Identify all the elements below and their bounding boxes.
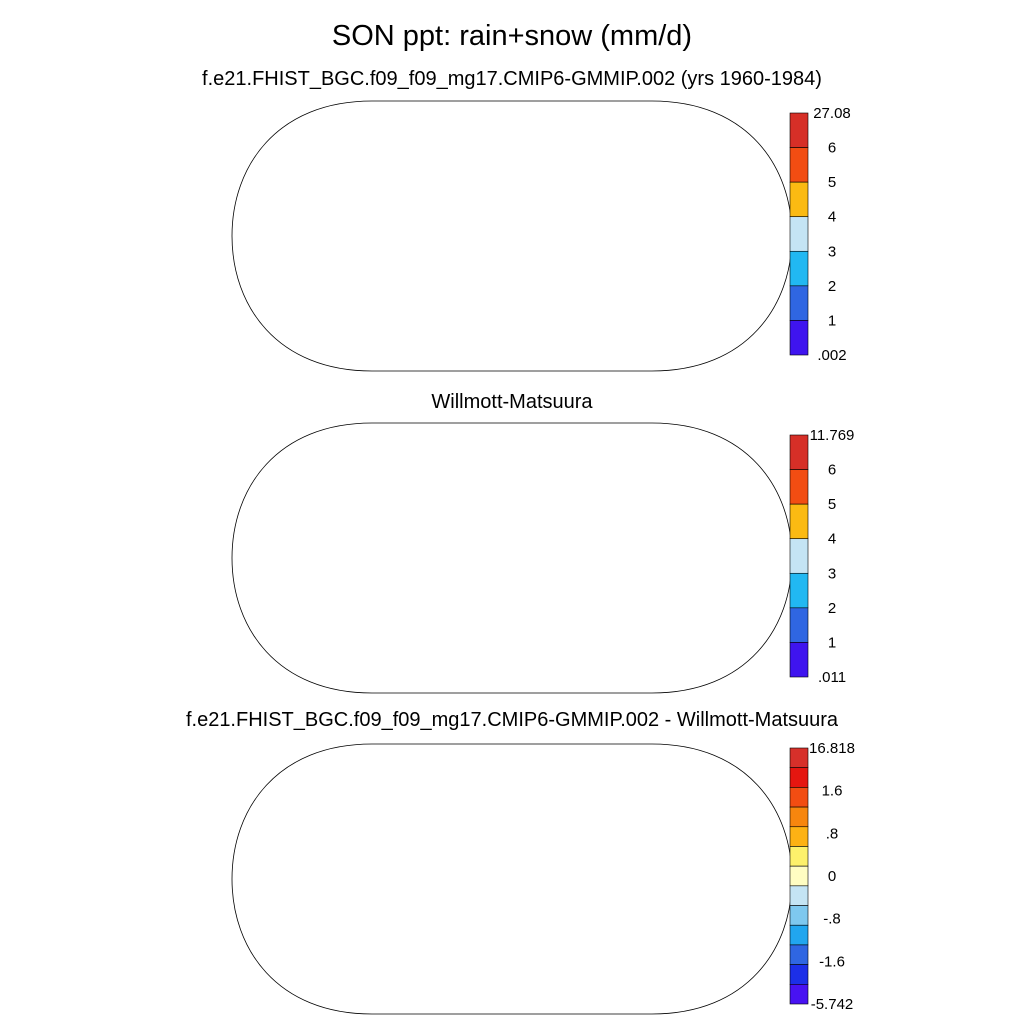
colorbar-label: 11.769 bbox=[810, 427, 855, 444]
colorbar-segment bbox=[789, 320, 809, 356]
colorbar-label: -1.6 bbox=[819, 953, 845, 970]
colorbar-label: 0 bbox=[828, 868, 836, 885]
colorbar-segment bbox=[789, 885, 809, 906]
colorbar-label: -.8 bbox=[823, 911, 841, 928]
colorbar-segment bbox=[789, 469, 809, 505]
colorbar-label: 16.818 bbox=[809, 740, 855, 757]
map-border bbox=[231, 422, 793, 694]
colorbar-label: 2 bbox=[828, 600, 836, 617]
ocean-background bbox=[232, 423, 792, 693]
panel-3-map bbox=[231, 743, 793, 1015]
colorbar-segment bbox=[789, 607, 809, 643]
colorbar-segment bbox=[789, 642, 809, 678]
colorbar-label: 6 bbox=[828, 140, 836, 157]
colorbar-label: 3 bbox=[828, 243, 836, 260]
colorbar-segment bbox=[789, 250, 809, 287]
colorbar-segment bbox=[789, 434, 809, 470]
ocean-background bbox=[232, 101, 792, 371]
colorbar-segment bbox=[789, 826, 809, 847]
colorbar-segment bbox=[789, 846, 809, 867]
panel-1-map bbox=[231, 100, 793, 372]
panel-2-title: Willmott-Matsuura bbox=[431, 391, 593, 413]
colorbar-label: 4 bbox=[828, 209, 836, 226]
colorbar-segment bbox=[789, 767, 809, 788]
colorbar-label: 1 bbox=[828, 634, 836, 651]
colorbar-segment bbox=[789, 572, 809, 609]
colorbar-label: 2 bbox=[828, 278, 836, 295]
panel-2-colorbar: 11.769 6 5 4 3 2 1 .011 bbox=[789, 427, 855, 686]
colorbar-label: .002 bbox=[817, 347, 846, 364]
colorbar-segment bbox=[789, 865, 809, 887]
colorbar-label: .011 bbox=[818, 669, 846, 686]
map-border bbox=[231, 100, 793, 372]
ocean-background bbox=[232, 744, 792, 1014]
map-border bbox=[231, 743, 793, 1015]
colorbar-label: 3 bbox=[828, 565, 836, 582]
colorbar-segment bbox=[789, 503, 809, 540]
panel-3-colorbar: 16.818 1.6 .8 0 -.8 -1.6 -5.742 bbox=[789, 740, 855, 1013]
colorbar-label: 1 bbox=[828, 312, 836, 329]
colorbar-segment bbox=[789, 806, 809, 828]
colorbar-segment bbox=[789, 147, 809, 183]
panel-1-title: f.e21.FHIST_BGC.f09_f09_mg17.CMIP6-GMMIP… bbox=[202, 68, 822, 90]
colorbar-segment bbox=[789, 112, 809, 148]
colorbar-segment bbox=[789, 285, 809, 321]
colorbar-segment bbox=[789, 538, 809, 574]
panel-3-title: f.e21.FHIST_BGC.f09_f09_mg17.CMIP6-GMMIP… bbox=[185, 709, 839, 731]
colorbar-segment bbox=[789, 944, 809, 965]
colorbar-segment bbox=[789, 964, 809, 985]
colorbar-label: 1.6 bbox=[822, 783, 843, 800]
panel-1-colorbar: 27.08 6 5 4 3 2 1 .002 bbox=[789, 105, 851, 364]
colorbar-segment bbox=[789, 216, 809, 252]
colorbar-label: 27.08 bbox=[813, 105, 851, 122]
colorbar-segment bbox=[789, 984, 809, 1005]
colorbar-label: 6 bbox=[828, 462, 836, 479]
colorbar-segment bbox=[789, 905, 809, 926]
colorbar-label: .8 bbox=[826, 825, 839, 842]
colorbar-label: -5.742 bbox=[811, 996, 854, 1013]
figure-title: SON ppt: rain+snow (mm/d) bbox=[331, 20, 693, 52]
colorbar-label: 5 bbox=[828, 174, 836, 191]
colorbar-segment bbox=[789, 787, 809, 808]
colorbar-label: 4 bbox=[828, 531, 836, 548]
colorbar-segment bbox=[789, 924, 809, 946]
colorbar-label: 5 bbox=[828, 496, 836, 513]
panel-2-map bbox=[231, 422, 793, 694]
colorbar-segment bbox=[789, 181, 809, 218]
colorbar-segment bbox=[789, 747, 809, 768]
